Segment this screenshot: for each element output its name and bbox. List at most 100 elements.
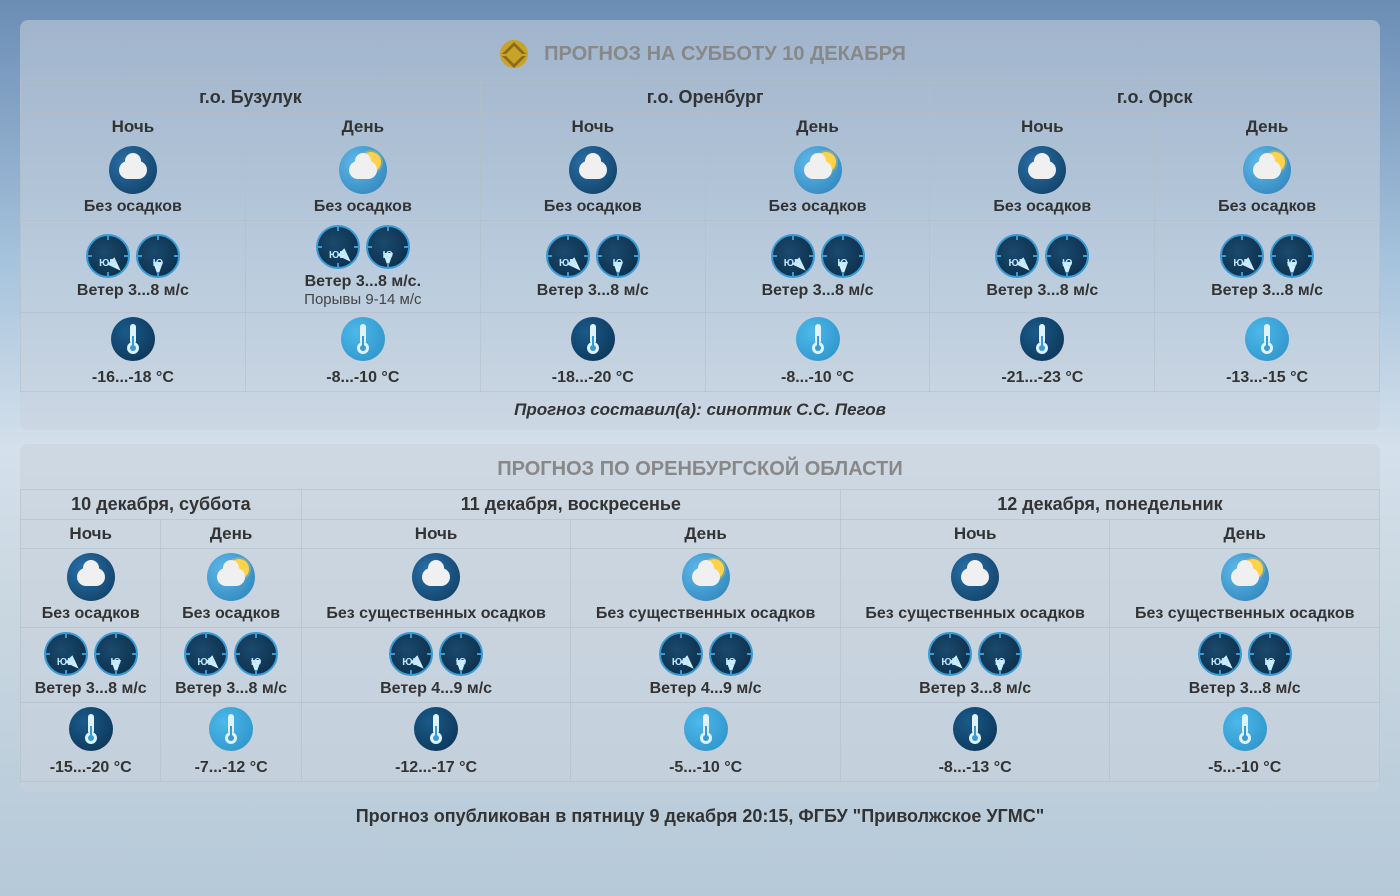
sun-cloud-icon	[207, 553, 255, 601]
period-header: День	[161, 520, 301, 549]
precip-text: Без осадков	[483, 198, 703, 216]
wind-compass-icon: ЮВ	[1198, 632, 1242, 676]
city-row: г.о. Бузулук г.о. Оренбург г.о. Орск	[21, 83, 1380, 113]
temp-text: -8...-10 °C	[248, 369, 478, 387]
wind-compass-icon: ЮВ	[1220, 234, 1264, 278]
period-header: Ночь	[930, 113, 1155, 142]
forecast-panel-cities: ПРОГНОЗ НА СУББОТУ 10 ДЕКАБРЯ г.о. Бузул…	[20, 20, 1380, 430]
precip-cell: Без осадков	[21, 142, 246, 221]
wind-compass-icon: ЮВ	[389, 632, 433, 676]
panel2-title-row: ПРОГНОЗ ПО ОРЕНБУРГСКОЙ ОБЛАСТИ	[20, 458, 1380, 481]
thermometer-icon	[953, 707, 997, 751]
cloud-night-icon	[1018, 146, 1066, 194]
wind-compass-icon: Ю	[136, 234, 180, 278]
wind-text: Ветер 3...8 м/с	[23, 282, 243, 300]
temp-cell: -15...-20 °C	[21, 703, 161, 782]
precip-text: Без осадков	[23, 605, 158, 623]
period-row: НочьДеньНочьДеньНочьДень	[21, 113, 1380, 142]
panel1-title-row: ПРОГНОЗ НА СУББОТУ 10 ДЕКАБРЯ	[20, 34, 1380, 74]
wind-cell: ЮВ Ю Ветер 3...8 м/с	[21, 628, 161, 703]
wind-compass-icon: ЮВ	[771, 234, 815, 278]
precip-text: Без существенных осадков	[1112, 605, 1377, 623]
precip-text: Без существенных осадков	[843, 605, 1108, 623]
period-header: День	[245, 113, 480, 142]
precip-cell: Без осадков	[705, 142, 930, 221]
period-header: День	[705, 113, 930, 142]
wind-text: Ветер 4...9 м/с	[304, 680, 569, 698]
wind-compass-icon: ЮВ	[995, 234, 1039, 278]
cloud-night-icon	[67, 553, 115, 601]
emblem-icon	[494, 34, 534, 74]
temp-cell: -8...-10 °C	[705, 313, 930, 392]
wind-cell: ЮВ Ю Ветер 3...8 м/с	[1155, 221, 1380, 313]
precip-cell: Без существенных осадков	[301, 549, 571, 628]
wind-compass-icon: Ю	[978, 632, 1022, 676]
wind-compass-icon: Ю	[821, 234, 865, 278]
period-row: НочьДеньНочьДеньНочьДень	[21, 520, 1380, 549]
cloud-night-icon	[951, 553, 999, 601]
temp-text: -5...-10 °C	[1112, 759, 1377, 777]
temp-text: -5...-10 °C	[573, 759, 838, 777]
period-header: День	[1110, 520, 1380, 549]
period-header: Ночь	[21, 520, 161, 549]
temp-cell: -12...-17 °C	[301, 703, 571, 782]
wind-cell: ЮВ Ю Ветер 3...8 м/с.Порывы 9-14 м/с	[245, 221, 480, 313]
temp-cell: -5...-10 °C	[1110, 703, 1380, 782]
precip-cell: Без существенных осадков	[571, 549, 841, 628]
sun-cloud-icon	[339, 146, 387, 194]
wind-compass-icon: ЮВ	[184, 632, 228, 676]
temp-text: -7...-12 °C	[163, 759, 298, 777]
cloud-night-icon	[109, 146, 157, 194]
wind-cell: ЮВ Ю Ветер 4...9 м/с	[301, 628, 571, 703]
thermometer-icon	[684, 707, 728, 751]
temp-cell: -16...-18 °C	[21, 313, 246, 392]
temp-row: -16...-18 °C -8...-10 °C -18...-20 °C -8…	[21, 313, 1380, 392]
precip-text: Без осадков	[708, 198, 928, 216]
wind-cell: ЮВ Ю Ветер 3...8 м/с	[1110, 628, 1380, 703]
thermometer-icon	[209, 707, 253, 751]
forecast-panel-region: ПРОГНОЗ ПО ОРЕНБУРГСКОЙ ОБЛАСТИ 10 декаб…	[20, 444, 1380, 792]
wind-compass-icon: Ю	[439, 632, 483, 676]
wind-text: Ветер 4...9 м/с	[573, 680, 838, 698]
sun-cloud-icon	[682, 553, 730, 601]
period-header: День	[1155, 113, 1380, 142]
temp-text: -21...-23 °C	[932, 369, 1152, 387]
temp-cell: -7...-12 °C	[161, 703, 301, 782]
date-header: 12 декабря, понедельник	[840, 490, 1379, 520]
temp-text: -16...-18 °C	[23, 369, 243, 387]
date-header: 10 декабря, суббота	[21, 490, 302, 520]
thermometer-icon	[414, 707, 458, 751]
precip-cell: Без осадков	[480, 142, 705, 221]
wind-text: Ветер 3...8 м/с	[932, 282, 1152, 300]
city-header: г.о. Оренбург	[480, 83, 930, 113]
sun-cloud-icon	[1221, 553, 1269, 601]
thermometer-icon	[1020, 317, 1064, 361]
thermometer-icon	[111, 317, 155, 361]
thermometer-icon	[571, 317, 615, 361]
wind-gusts: Порывы 9-14 м/с	[248, 291, 478, 308]
temp-text: -12...-17 °C	[304, 759, 569, 777]
precip-row: Без осадков Без осадков Без осадков Без …	[21, 142, 1380, 221]
temp-text: -8...-13 °C	[843, 759, 1108, 777]
wind-compass-icon: ЮВ	[546, 234, 590, 278]
period-header: День	[571, 520, 841, 549]
precip-text: Без осадков	[248, 198, 478, 216]
wind-text: Ветер 3...8 м/с	[1112, 680, 1377, 698]
temp-cell: -21...-23 °C	[930, 313, 1155, 392]
temp-cell: -8...-10 °C	[245, 313, 480, 392]
period-header: Ночь	[480, 113, 705, 142]
date-row: 10 декабря, суббота 11 декабря, воскресе…	[21, 490, 1380, 520]
period-header: Ночь	[840, 520, 1110, 549]
temp-text: -18...-20 °C	[483, 369, 703, 387]
panel1-title: ПРОГНОЗ НА СУББОТУ 10 ДЕКАБРЯ	[544, 43, 906, 66]
precip-cell: Без существенных осадков	[1110, 549, 1380, 628]
wind-row: ЮВ Ю Ветер 3...8 м/с ЮВ Ю Ветер 3...8 м/…	[21, 221, 1380, 313]
wind-compass-icon: Ю	[596, 234, 640, 278]
wind-text: Ветер 3...8 м/с	[843, 680, 1108, 698]
publish-footer: Прогноз опубликован в пятницу 9 декабря …	[20, 806, 1380, 827]
wind-cell: ЮВ Ю Ветер 3...8 м/с	[21, 221, 246, 313]
wind-compass-icon: ЮВ	[659, 632, 703, 676]
wind-compass-icon: Ю	[94, 632, 138, 676]
panel2-title: ПРОГНОЗ ПО ОРЕНБУРГСКОЙ ОБЛАСТИ	[497, 458, 902, 481]
wind-cell: ЮВ Ю Ветер 3...8 м/с	[161, 628, 301, 703]
